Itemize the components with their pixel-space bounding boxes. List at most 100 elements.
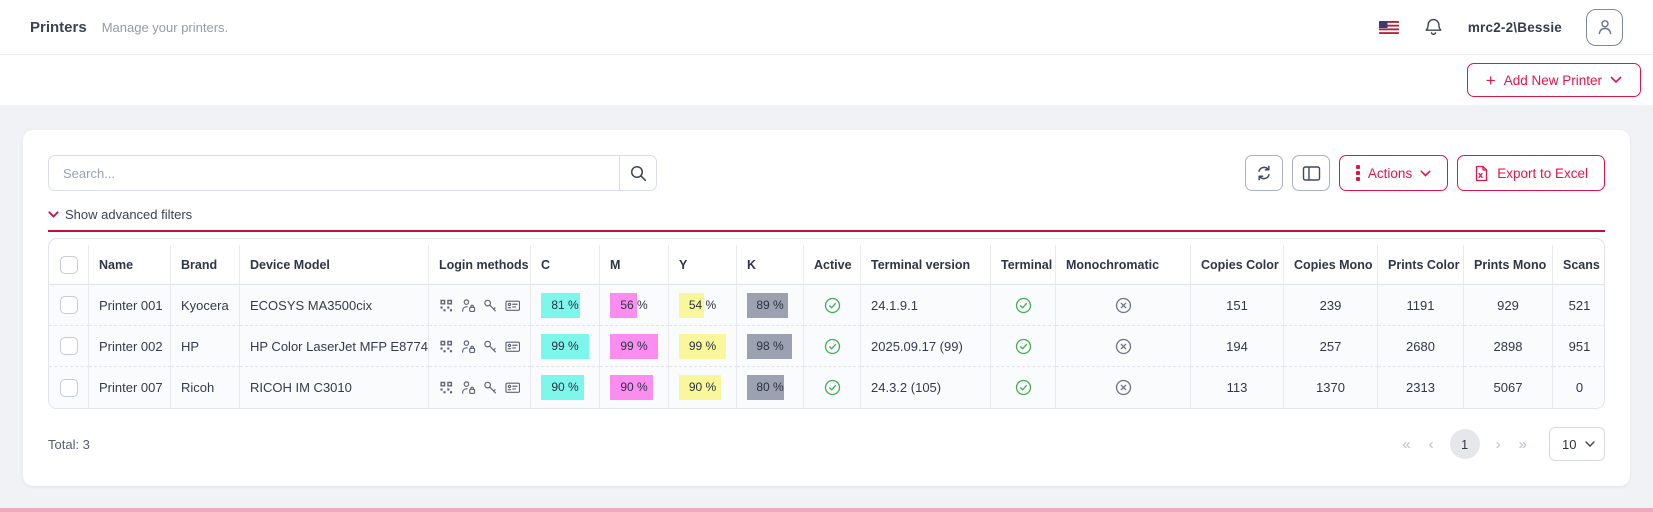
column-header-device-model[interactable]: Device Model	[240, 245, 429, 285]
language-flag-icon[interactable]	[1378, 20, 1399, 34]
cell-scans: 951	[1553, 326, 1604, 367]
show-advanced-filters-toggle[interactable]: Show advanced filters	[48, 207, 192, 222]
cell-copies-mono: 239	[1284, 285, 1378, 326]
page-size-select[interactable]: 10	[1549, 427, 1605, 461]
user-menu-button[interactable]	[1586, 8, 1623, 46]
actions-label: Actions	[1367, 165, 1413, 181]
column-header-terminal[interactable]: Terminal	[991, 245, 1056, 285]
column-settings-button[interactable]	[1292, 155, 1331, 191]
column-header-m[interactable]: M	[600, 245, 669, 285]
id-card-icon	[504, 382, 520, 393]
column-header-monochromatic[interactable]: Monochromatic	[1056, 245, 1191, 285]
cell-terminal-version: 2025.09.17 (99)	[861, 326, 991, 367]
cell-name: Printer 002	[89, 326, 171, 367]
search-button[interactable]	[619, 156, 656, 190]
toner-level-k: 98 %	[747, 333, 793, 359]
table-row[interactable]: Printer 002 HP HP Color LaserJet MFP E87…	[49, 326, 1604, 367]
last-page-button[interactable]: »	[1518, 435, 1527, 453]
user-lock-icon	[461, 381, 475, 394]
toner-level-k: 80 %	[747, 375, 793, 400]
plus-icon: +	[1485, 70, 1496, 90]
table-row[interactable]: Printer 007 Ricoh RICOH IM C3010	[49, 367, 1604, 408]
page-title: Printers	[30, 18, 87, 36]
prev-page-button[interactable]: ‹	[1428, 435, 1434, 453]
monochromatic-x-circle-icon	[1115, 379, 1131, 396]
column-header-c[interactable]: C	[531, 245, 600, 285]
add-new-printer-button[interactable]: + Add New Printer	[1466, 63, 1641, 97]
login-methods	[439, 298, 520, 313]
column-header-prints-mono[interactable]: Prints Mono	[1464, 245, 1553, 285]
column-header-scans[interactable]: Scans	[1553, 245, 1604, 285]
toner-level-c: 90 %	[541, 375, 589, 400]
chevron-down-icon	[1585, 441, 1595, 447]
column-header-copies-mono[interactable]: Copies Mono	[1284, 245, 1378, 285]
pagination: « ‹ 1 › » 10	[1400, 427, 1605, 461]
current-page-button[interactable]: 1	[1449, 429, 1480, 459]
next-page-button[interactable]: ›	[1495, 435, 1501, 453]
row-checkbox[interactable]	[59, 337, 78, 355]
column-header-brand[interactable]: Brand	[171, 245, 240, 285]
cell-copies-mono: 1370	[1284, 367, 1378, 408]
terminal-check-circle-icon	[1015, 297, 1031, 313]
column-header-copies-color[interactable]: Copies Color	[1191, 245, 1284, 285]
select-all-checkbox[interactable]	[59, 255, 78, 274]
username: mrc2-2\Bessie	[1467, 19, 1562, 35]
pin-grid-icon	[440, 381, 453, 394]
table-row[interactable]: Printer 001 Kyocera ECOSYS MA3500cix	[49, 285, 1604, 326]
cell-brand: Ricoh	[171, 367, 240, 408]
column-header-login-methods[interactable]: Login methods	[429, 245, 531, 285]
terminal-check-circle-icon	[1015, 379, 1031, 396]
page-action-bar: + Add New Printer	[0, 55, 1653, 105]
app-header: Printers Manage your printers. mrc2-2\Be…	[0, 0, 1653, 55]
column-header-prints-color[interactable]: Prints Color	[1378, 245, 1464, 285]
search-input[interactable]	[49, 156, 619, 190]
cell-prints-color: 2313	[1378, 367, 1464, 408]
chevron-down-icon	[1610, 76, 1622, 84]
table-header-row: Name Brand Device Model Login methods C …	[49, 245, 1604, 285]
refresh-button[interactable]	[1245, 155, 1284, 191]
toner-level-m: 90 %	[610, 375, 658, 400]
toner-level-y: 54 %	[679, 292, 726, 318]
key-icon	[484, 340, 496, 352]
search-icon	[630, 165, 646, 181]
login-methods	[439, 380, 520, 395]
column-header-k[interactable]: K	[737, 245, 804, 285]
id-card-icon	[504, 341, 520, 352]
active-check-circle-icon	[824, 379, 840, 396]
refresh-icon	[1258, 165, 1271, 181]
page-size-value: 10	[1562, 436, 1577, 452]
column-header-name[interactable]: Name	[89, 245, 171, 285]
key-icon	[484, 299, 496, 311]
column-header-y[interactable]: Y	[669, 245, 737, 285]
row-checkbox[interactable]	[59, 378, 78, 397]
bottom-scroll-indicator[interactable]	[0, 508, 1653, 512]
toner-level-y: 90 %	[679, 375, 726, 400]
export-to-excel-button[interactable]: Export to Excel	[1457, 155, 1605, 191]
cell-prints-mono: 2898	[1464, 326, 1553, 367]
cell-brand: HP	[171, 326, 240, 367]
export-label: Export to Excel	[1497, 165, 1588, 181]
add-new-printer-label: Add New Printer	[1503, 72, 1602, 88]
notifications-bell-icon[interactable]	[1423, 17, 1444, 38]
cell-copies-mono: 257	[1284, 326, 1378, 367]
person-icon	[1598, 20, 1611, 35]
page-subtitle: Manage your printers.	[101, 19, 229, 35]
actions-dropdown-button[interactable]: Actions	[1339, 155, 1449, 191]
column-header-active[interactable]: Active	[804, 245, 861, 285]
cell-copies-color: 151	[1191, 285, 1284, 326]
pin-grid-icon	[440, 340, 453, 352]
row-checkbox[interactable]	[59, 296, 78, 314]
active-check-circle-icon	[824, 338, 840, 354]
cell-prints-color: 1191	[1378, 285, 1464, 326]
toner-level-k: 89 %	[747, 292, 793, 318]
column-header-terminal-version[interactable]: Terminal version	[861, 245, 991, 285]
first-page-button[interactable]: «	[1402, 435, 1411, 453]
cell-prints-mono: 5067	[1464, 367, 1553, 408]
toner-level-y: 99 %	[679, 333, 726, 359]
toner-level-m: 99 %	[610, 333, 658, 359]
user-lock-icon	[461, 298, 475, 312]
user-lock-icon	[461, 339, 475, 353]
chevron-down-icon	[1420, 170, 1431, 177]
cell-device-model: RICOH IM C3010	[240, 367, 429, 408]
cell-terminal-version: 24.1.9.1	[861, 285, 991, 326]
